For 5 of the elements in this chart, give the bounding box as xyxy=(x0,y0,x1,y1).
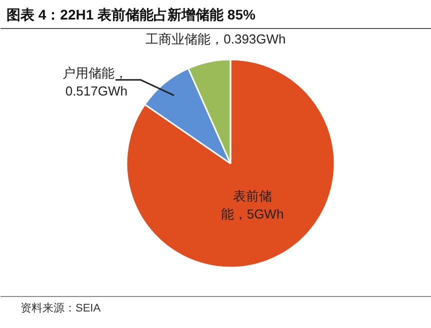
text: 资料来源：SEIA xyxy=(20,302,102,314)
slice-label: 工商业储能，0.393GWh xyxy=(146,32,286,46)
chart-title: 图表 4：22H1 表前储能占新增储能 85% xyxy=(6,6,256,22)
slice-label: 表前储能，5GWh xyxy=(220,188,284,222)
slice-label: 户用储能，0.517GWh xyxy=(62,65,128,98)
